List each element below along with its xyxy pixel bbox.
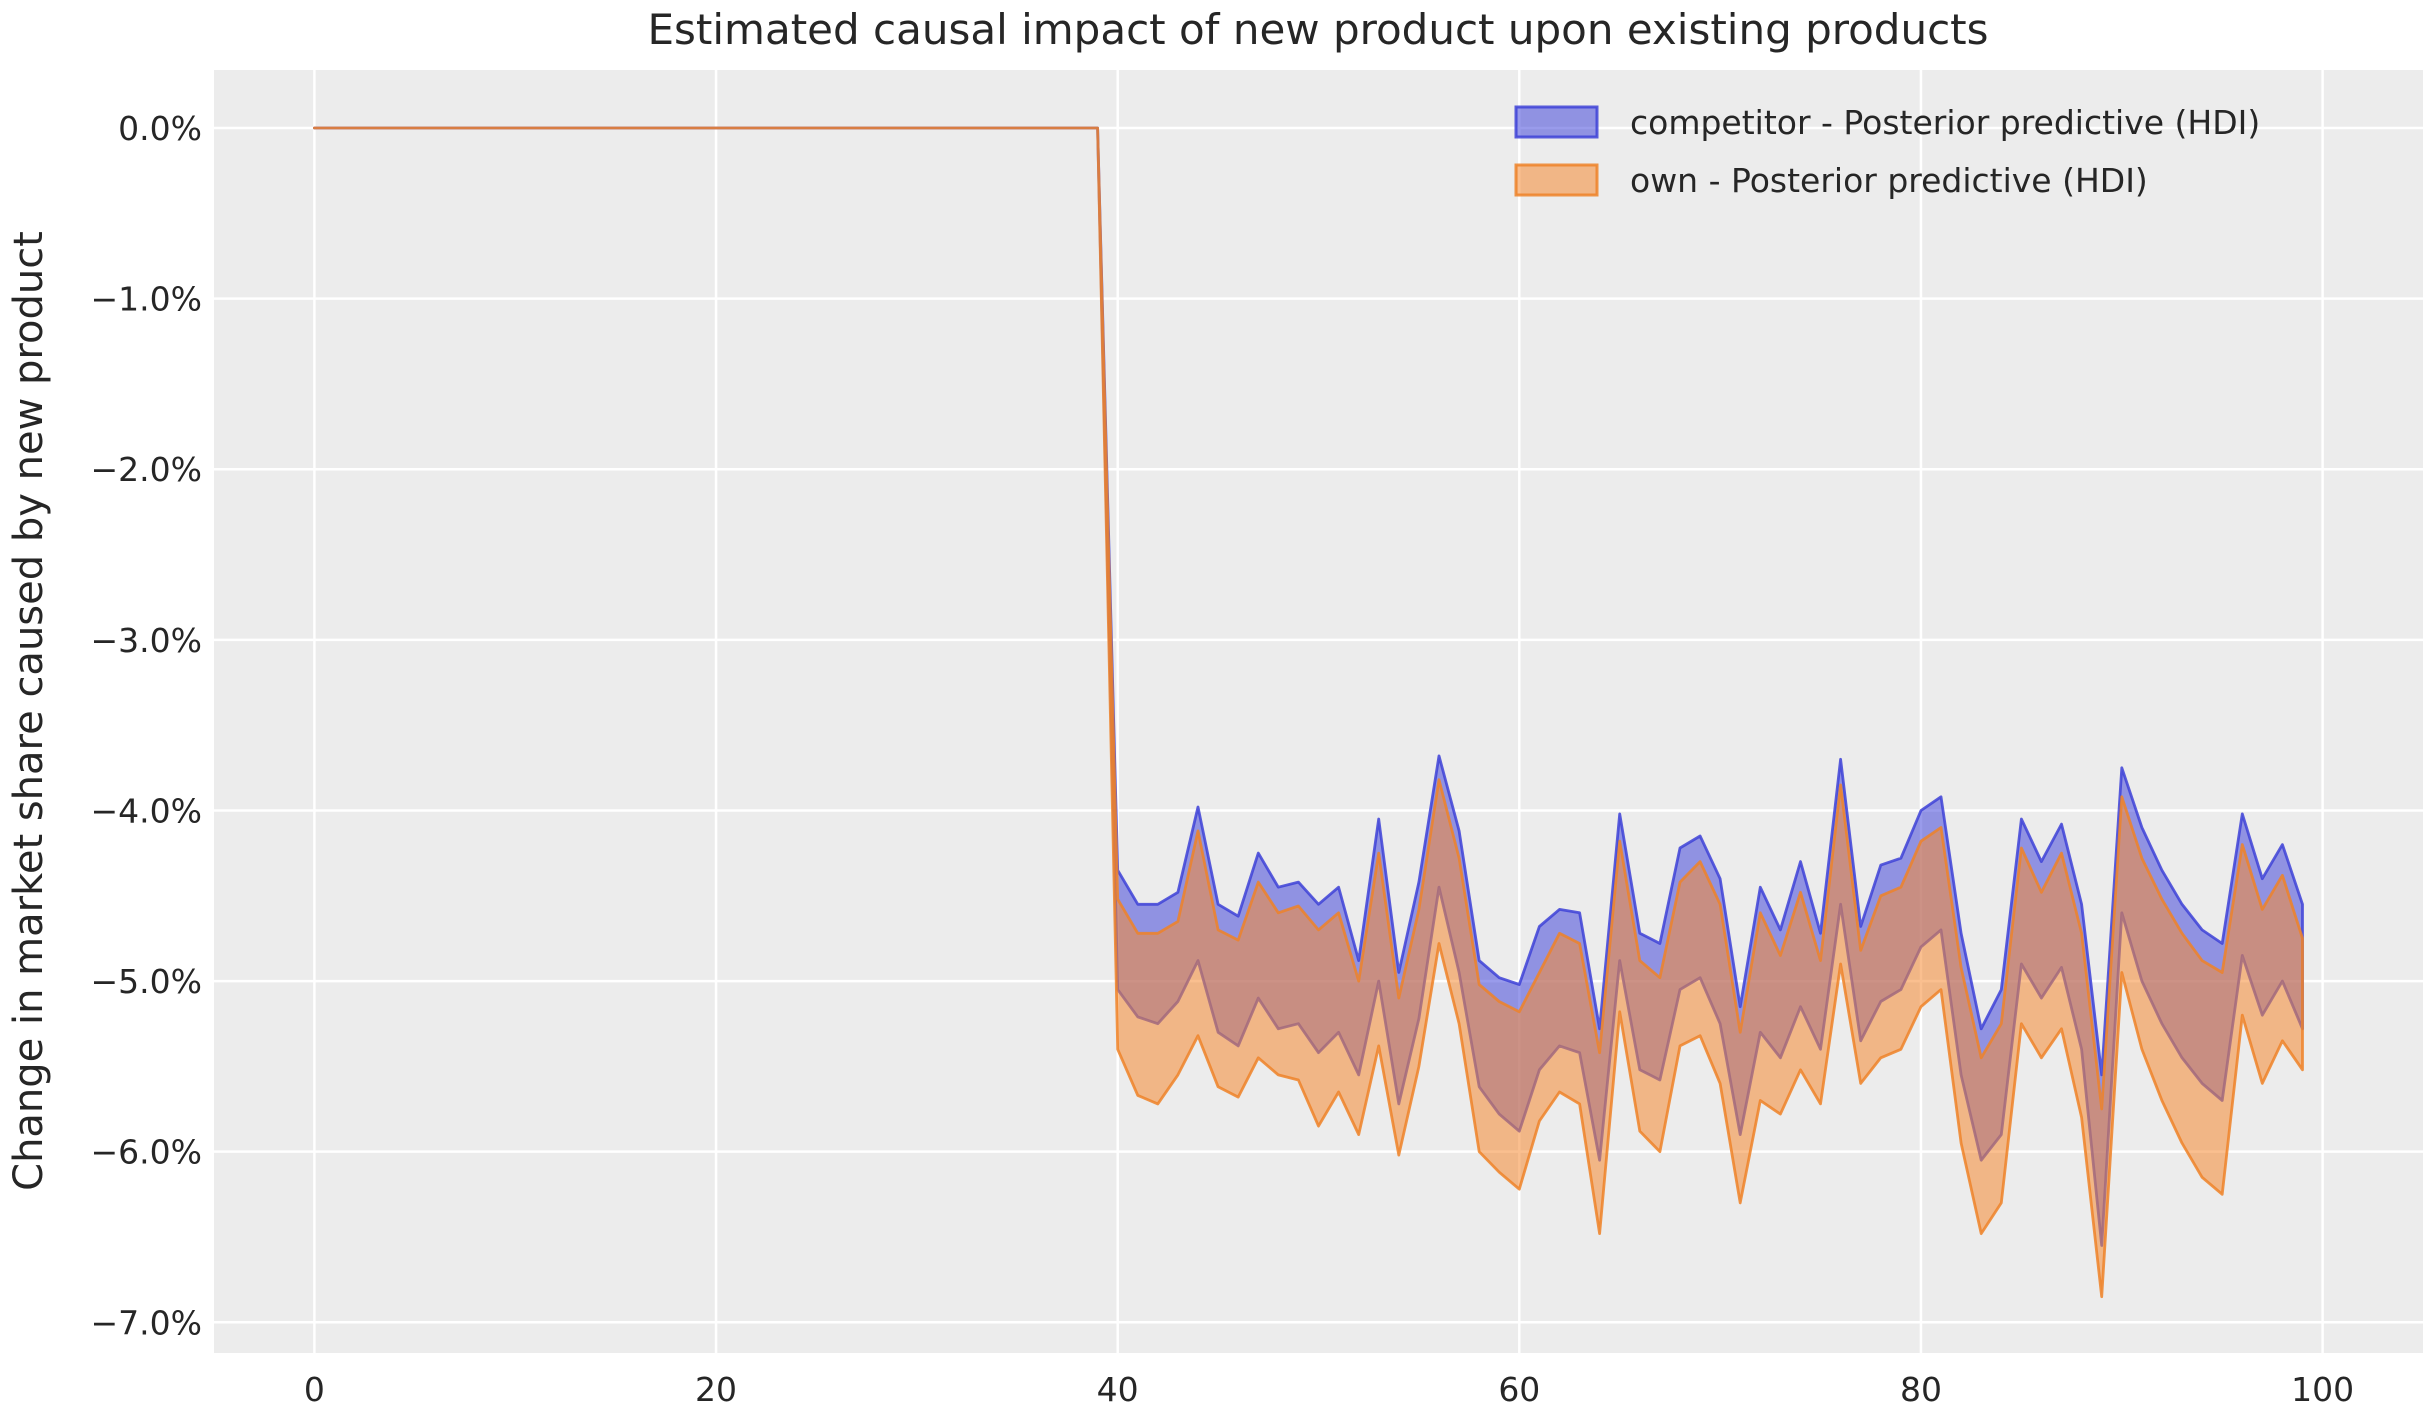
plot-area [214, 70, 2423, 1353]
hdi-bands [313, 126, 2304, 1299]
y-axis-tick-labels: 0.0% −1.0% −2.0% −3.0% −4.0% −5.0% −6.0% −7.0% [91, 109, 203, 1342]
y-tick-label: −6.0% [91, 1133, 203, 1172]
y-tick-label: −4.0% [91, 791, 203, 830]
y-axis-label: Change in market share caused by new pro… [6, 231, 52, 1191]
legend-swatch-own [1514, 163, 1599, 197]
x-tick-label: 100 [2291, 1370, 2354, 1409]
legend-swatch-competitor [1514, 105, 1599, 139]
y-tick-label: −2.0% [91, 450, 203, 489]
x-tick-label: 80 [1900, 1370, 1942, 1409]
y-tick-label: −5.0% [91, 962, 203, 1001]
y-tick-label: −3.0% [91, 621, 203, 660]
legend-label-own: own - Posterior predictive (HDI) [1630, 161, 2148, 200]
x-tick-label: 40 [1097, 1370, 1139, 1409]
legend: competitor - Posterior predictive (HDI) … [1514, 103, 2260, 200]
y-tick-label: −1.0% [91, 280, 203, 319]
chart-title: Estimated causal impact of new product u… [647, 5, 1988, 54]
legend-label-competitor: competitor - Posterior predictive (HDI) [1630, 103, 2260, 142]
hdi-band-own [313, 126, 2304, 1299]
gridlines [214, 70, 2423, 1353]
x-tick-label: 0 [304, 1370, 325, 1409]
x-axis-tick-labels: 0 20 40 60 80 100 [304, 1370, 2354, 1409]
y-tick-label: 0.0% [118, 109, 202, 148]
x-tick-label: 20 [695, 1370, 737, 1409]
y-tick-label: −7.0% [91, 1303, 203, 1342]
x-tick-label: 60 [1498, 1370, 1540, 1409]
